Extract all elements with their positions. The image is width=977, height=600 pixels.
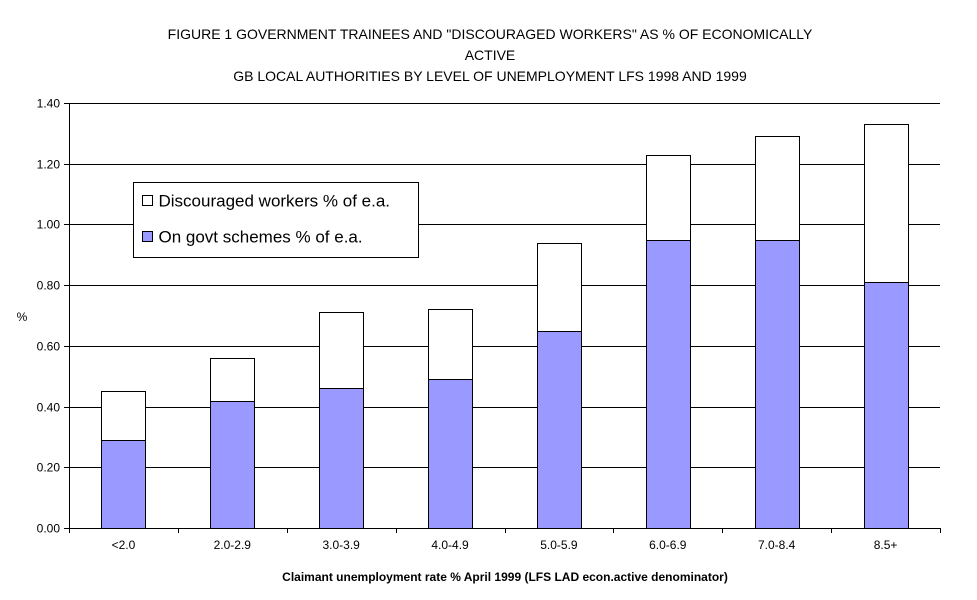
y-tick-label: 0.20	[37, 461, 61, 475]
bar-segment-series-1-5	[646, 155, 691, 241]
x-tick-labels: <2.0 2.0-2.9 3.0-3.9 4.0-4.9 5.0-5.9 6.0-6.9 7…	[69, 528, 941, 552]
y-tick-label: 0.60	[37, 340, 61, 354]
bar-segment-series-1-0	[101, 391, 146, 441]
bar-segment-series-0-1	[210, 401, 255, 529]
bar-segment-series-1-1	[210, 358, 255, 402]
x-tick-label: 5.0-5.9	[540, 538, 578, 552]
x-tick-label: 4.0-4.9	[431, 538, 469, 552]
y-tick-label: 1.20	[37, 158, 61, 172]
bar-segment-series-0-0	[101, 440, 146, 529]
bar-segment-series-1-4	[537, 243, 582, 332]
x-tick-label: 6.0-6.9	[649, 538, 687, 552]
x-axis-label: Claimant unemployment rate % April 1999 …	[282, 570, 728, 584]
legend-swatch	[142, 231, 153, 242]
legend-label: Discouraged workers % of e.a.	[159, 192, 391, 211]
bar-segment-series-1-3	[428, 309, 473, 380]
gridlines	[69, 103, 940, 468]
y-tick-label: 0.80	[37, 279, 61, 293]
legend-box	[133, 182, 419, 258]
y-tick-label: 1.40	[37, 97, 61, 111]
bar-segment-series-0-4	[537, 331, 582, 529]
y-tick-label: 0.40	[37, 401, 61, 415]
bar-segment-series-0-6	[755, 240, 800, 529]
bar-segment-series-1-6	[755, 136, 800, 241]
x-tick-label: 2.0-2.9	[214, 538, 252, 552]
legend-swatch	[142, 195, 153, 206]
x-tick-label: 8.5+	[874, 538, 898, 552]
x-tick-label: 7.0-8.4	[758, 538, 796, 552]
bar-segment-series-1-7	[864, 124, 909, 283]
chart-title-line-1: FIGURE 1 GOVERNMENT TRAINEES AND "DISCOU…	[168, 26, 813, 42]
x-tick-label: 3.0-3.9	[323, 538, 361, 552]
y-axis-label: %	[17, 310, 28, 324]
bar-segment-series-0-2	[319, 388, 364, 529]
axes	[69, 103, 940, 529]
y-tick-label: 0.00	[37, 522, 61, 536]
x-tick-label: <2.0	[112, 538, 136, 552]
bars	[101, 124, 909, 529]
chart-title-line-3: GB LOCAL AUTHORITIES BY LEVEL OF UNEMPLO…	[233, 68, 747, 84]
bar-segment-series-1-2	[319, 312, 364, 389]
y-tick-label: 1.00	[37, 218, 61, 232]
chart-title: FIGURE 1 GOVERNMENT TRAINEES AND "DISCOU…	[168, 26, 813, 84]
chart-title-line-2: ACTIVE	[465, 47, 516, 63]
y-tick-labels: 0.00 0.20 0.40 0.60 0.80 1.00 1.20 1.40	[37, 97, 69, 536]
legend-label: On govt schemes % of e.a.	[159, 228, 363, 247]
bar-segment-series-0-5	[646, 240, 691, 529]
bar-segment-series-0-7	[864, 282, 909, 529]
bar-segment-series-0-3	[428, 379, 473, 529]
legend: Discouraged workers % of e.a. On govt sch…	[133, 182, 419, 258]
